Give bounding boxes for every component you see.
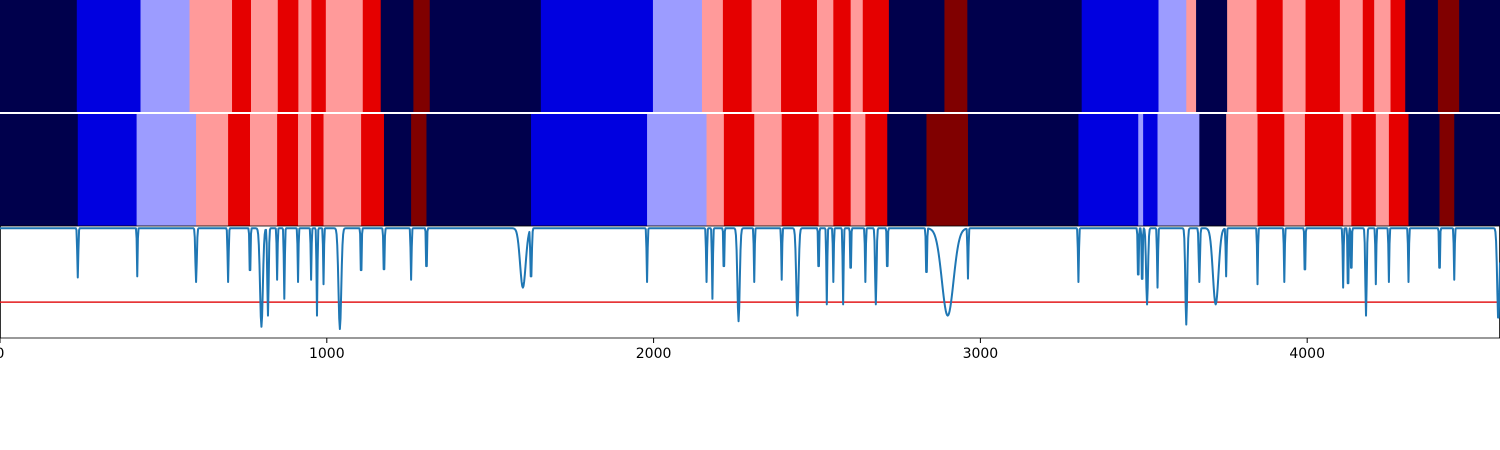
top-segment-10	[362, 0, 382, 112]
bottom-segment-10	[361, 114, 385, 226]
bottom-segment-8	[311, 114, 324, 226]
bottom-segment-42	[1454, 114, 1500, 226]
top-segment-17	[722, 0, 753, 112]
x-axis: 0 1000 2000 3000 4000	[0, 338, 1325, 362]
top-segment-21	[833, 0, 852, 112]
top-segment-4	[232, 0, 252, 112]
top-segment-34	[1305, 0, 1341, 112]
top-segment-7	[298, 0, 312, 112]
top-segment-15	[652, 0, 703, 112]
bottom-segment-39	[1388, 114, 1409, 226]
top-segment-36	[1362, 0, 1375, 112]
top-segment-37	[1374, 0, 1391, 112]
top-segment-9	[325, 0, 364, 112]
top-segment-28	[1158, 0, 1187, 112]
heatmap-separator	[0, 112, 1500, 114]
bottom-segment-36	[1343, 114, 1352, 226]
trace-panel-frame	[0, 225, 1500, 339]
top-segment-20	[816, 0, 834, 112]
bottom-segment-5	[250, 114, 278, 226]
top-segment-5	[250, 0, 279, 112]
top-segment-16	[701, 0, 724, 112]
bottom-segment-37	[1351, 114, 1377, 226]
top-segment-1	[76, 0, 141, 112]
trace-line	[0, 227, 1500, 331]
top-segment-3	[189, 0, 233, 112]
probability-trace-panel	[0, 225, 1500, 339]
top-segment-23	[862, 0, 890, 112]
bottom-segment-14	[531, 114, 648, 226]
x-tick-label-2: 2000	[636, 346, 672, 362]
bottom-segment-13	[426, 114, 532, 226]
top-segment-13	[429, 0, 542, 112]
bottom-segment-15	[647, 114, 707, 226]
bottom-segment-6	[277, 114, 299, 226]
x-tick-label-3: 3000	[963, 346, 999, 362]
bottom-segment-16	[706, 114, 725, 226]
top-segment-41	[1459, 0, 1500, 112]
bottom-segment-21	[833, 114, 852, 226]
bottom-segment-30	[1157, 114, 1200, 226]
bottom-segment-33	[1257, 114, 1285, 226]
bottom-segment-25	[926, 114, 969, 226]
top-segment-40	[1437, 0, 1460, 112]
bottom-segment-27	[1078, 114, 1139, 226]
bottom-segment-23	[865, 114, 888, 226]
bottom-segment-24	[887, 114, 927, 226]
bottom-segment-35	[1304, 114, 1344, 226]
bottom-segment-12	[411, 114, 427, 226]
bottom-segment-31	[1199, 114, 1227, 226]
bottom-segment-40	[1408, 114, 1440, 226]
top-segment-2	[140, 0, 190, 112]
bottom-segment-34	[1284, 114, 1306, 226]
segmentation-heatmap-bottom	[0, 114, 1500, 226]
top-segment-8	[311, 0, 327, 112]
bottom-segment-26	[967, 114, 1079, 226]
top-segment-38	[1390, 0, 1406, 112]
bottom-segment-20	[818, 114, 834, 226]
top-segment-14	[540, 0, 654, 112]
top-segment-11	[380, 0, 414, 112]
top-segment-29	[1186, 0, 1197, 112]
top-segment-24	[888, 0, 945, 112]
top-segment-26	[967, 0, 1083, 112]
x-tick-label-0: 0	[0, 346, 4, 362]
top-segment-0	[0, 0, 78, 112]
top-segment-31	[1227, 0, 1257, 112]
top-segment-30	[1196, 0, 1228, 112]
bottom-segment-0	[0, 114, 79, 226]
x-tick-label-4: 4000	[1289, 346, 1325, 362]
bottom-segment-3	[196, 114, 229, 226]
top-segment-19	[781, 0, 818, 112]
top-segment-35	[1339, 0, 1364, 112]
bottom-segment-29	[1143, 114, 1158, 226]
top-segment-33	[1282, 0, 1306, 112]
bottom-segment-1	[77, 114, 137, 226]
bottom-segment-41	[1439, 114, 1455, 226]
bottom-segment-19	[781, 114, 820, 226]
top-segment-6	[277, 0, 299, 112]
segmentation-heatmap-top	[0, 0, 1500, 112]
bottom-segment-17	[723, 114, 755, 226]
bottom-segment-4	[228, 114, 251, 226]
bottom-segment-38	[1375, 114, 1390, 226]
top-segment-12	[413, 0, 431, 112]
bottom-segment-2	[136, 114, 197, 226]
top-segment-39	[1405, 0, 1439, 112]
bottom-segment-18	[754, 114, 783, 226]
bottom-segment-22	[850, 114, 866, 226]
top-segment-32	[1256, 0, 1284, 112]
top-segment-22	[850, 0, 864, 112]
top-segment-27	[1081, 0, 1159, 112]
top-segment-25	[944, 0, 968, 112]
bottom-segment-28	[1138, 114, 1144, 226]
bottom-segment-7	[298, 114, 312, 226]
x-tick-label-1: 1000	[309, 346, 345, 362]
bottom-segment-9	[323, 114, 362, 226]
bottom-segment-11	[383, 114, 412, 226]
top-segment-18	[751, 0, 782, 112]
bottom-segment-32	[1226, 114, 1258, 226]
